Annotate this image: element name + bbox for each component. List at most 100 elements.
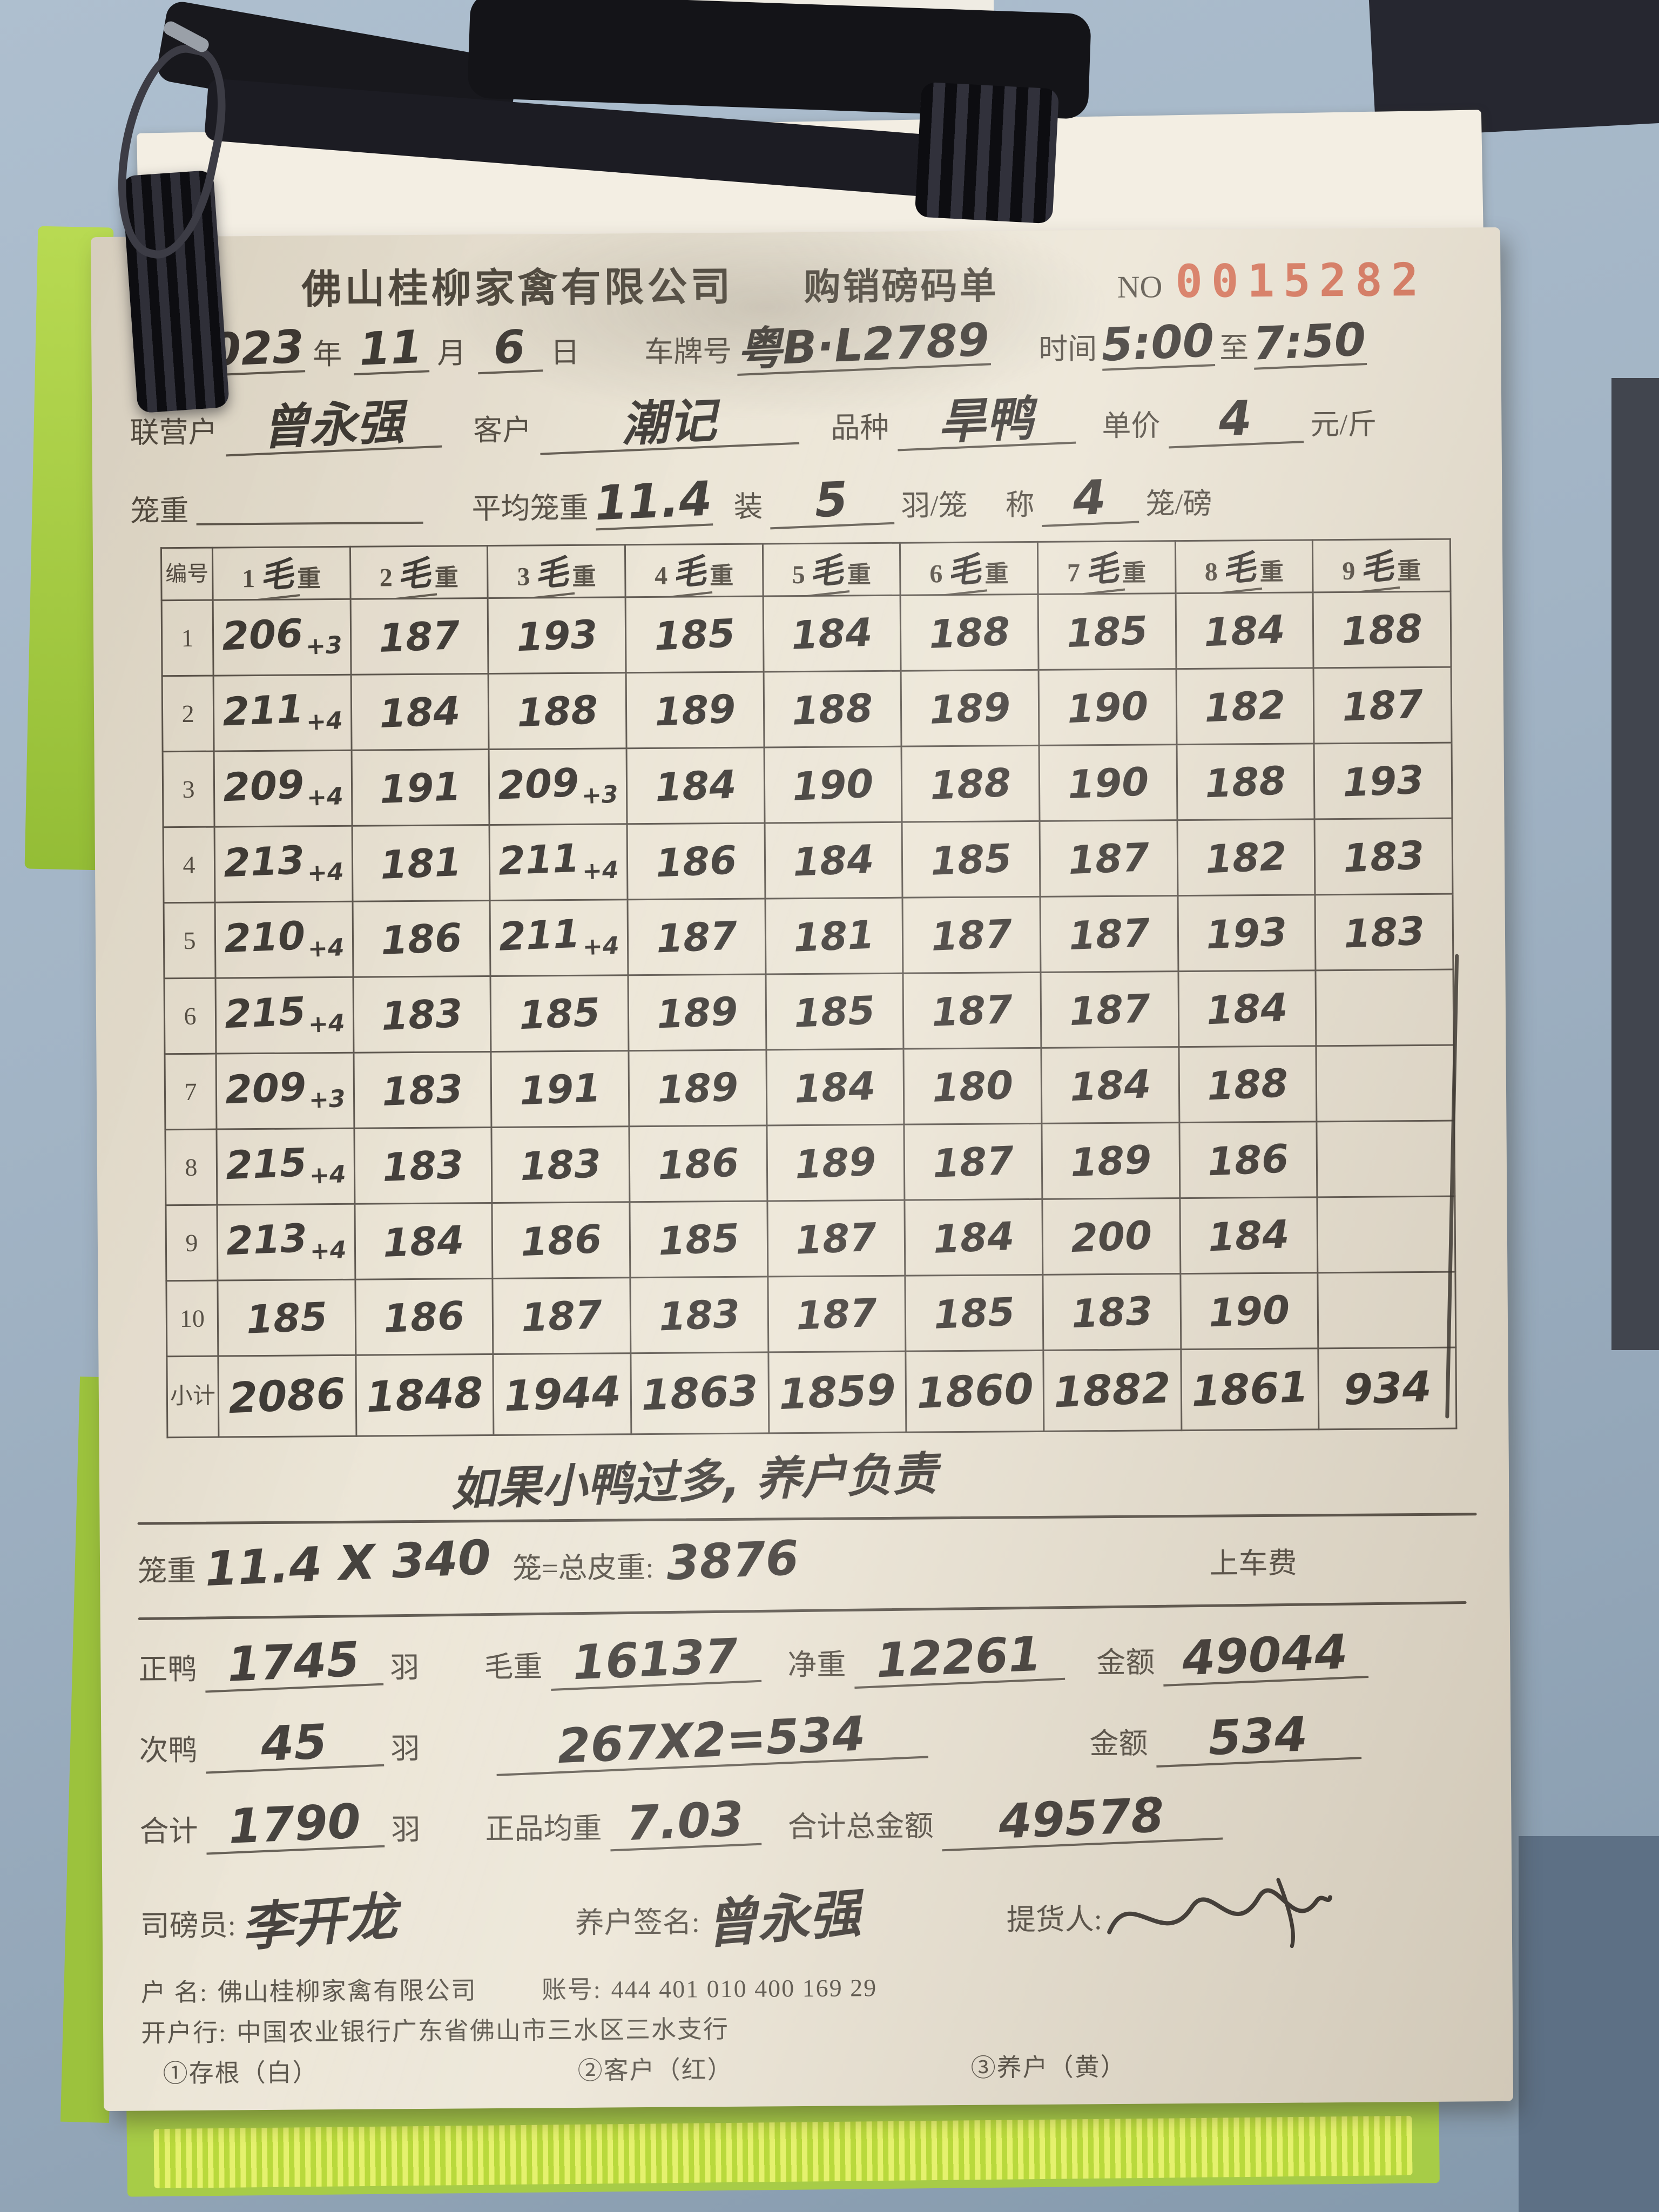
table-cell: 187 (902, 896, 1041, 974)
cell-value: 185 (657, 1215, 740, 1264)
table-cell: 191 (351, 749, 490, 826)
cell-value: 187 (1067, 834, 1150, 883)
table-cell: 184 (905, 1199, 1043, 1276)
avg-cage-label: 平均笼重 (471, 491, 589, 525)
table-cell: 215+4 (215, 977, 354, 1054)
cell-value: 190 (791, 760, 875, 810)
cell-value: 186 (520, 1216, 603, 1265)
table-cell: 183 (354, 1127, 493, 1204)
table-cell: 191 (491, 1050, 629, 1128)
total-unit: 羽 (391, 1813, 421, 1846)
table-cell: 184 (1179, 1197, 1318, 1274)
subtotal-cell: 1863 (630, 1352, 769, 1434)
row-number: 4 (163, 827, 215, 903)
cell-value: 191 (379, 763, 462, 812)
table-column-header: 5毛重 (763, 543, 901, 596)
cell-value: 183 (1342, 832, 1425, 881)
weigh-value: 4 (1040, 469, 1139, 528)
background-dark-edge (1611, 378, 1659, 1350)
net-value: 12261 (852, 1626, 1065, 1689)
extra-duck-count: +4 (307, 1009, 346, 1039)
cell-value: 186 (656, 1139, 740, 1188)
plate-label: 车牌号 (644, 335, 732, 368)
month-label: 月 (437, 337, 467, 370)
subtotal-cell: 934 (1318, 1347, 1456, 1429)
column-weight-char: 重 (847, 562, 871, 589)
cell-value: 183 (381, 1141, 465, 1190)
customer-value: 潮记 (538, 392, 800, 456)
table-cell: 190 (764, 746, 902, 823)
cell-value: 187 (655, 912, 738, 961)
extra-duck-count: +4 (306, 707, 343, 737)
subtotal-cell: 2086 (218, 1355, 356, 1438)
cell-value: 188 (791, 684, 874, 734)
table-cell: 183 (630, 1276, 768, 1353)
cell-value: 183 (1343, 907, 1426, 957)
table-cell: 183 (491, 1126, 630, 1203)
cell-value: 187 (932, 1137, 1015, 1186)
column-type-handwritten: 毛 (940, 542, 988, 596)
subtotal-cell: 1882 (1043, 1349, 1182, 1432)
table-cell: 183 (1315, 894, 1453, 970)
breed-label: 品种 (831, 411, 889, 444)
copy-3-label: ③养户（黄） (970, 2053, 1127, 2082)
table-row: 6 215+4 183 185 189 185 187 187 184 (164, 969, 1454, 1054)
extra-duck-count: +3 (308, 1085, 346, 1115)
total-count: 1790 (204, 1793, 385, 1855)
cell-value: 182 (1203, 682, 1287, 731)
cell-value: 183 (1070, 1287, 1154, 1337)
row-number: 6 (164, 978, 216, 1054)
table-cell (1316, 1045, 1454, 1122)
cell-value: 193 (515, 611, 599, 660)
copy-1-label: ①存根（白） (163, 2059, 319, 2088)
column-type-handwritten: 毛 (389, 545, 437, 599)
load-value: 5 (768, 471, 895, 530)
table-cell: 189 (628, 974, 766, 1051)
cell-value: 1860 (915, 1364, 1035, 1418)
table-cell: 184 (766, 1049, 905, 1125)
table-column-header: 3毛重 (487, 544, 626, 598)
table-cell: 180 (903, 1048, 1042, 1125)
time-from-value: 5:00 (1100, 314, 1215, 372)
plate-value: 粤B·L2789 (735, 313, 991, 376)
table-row: 1 206+3 187 193 185 184 188 185 184 188 (161, 591, 1452, 676)
table-cell: 188 (763, 671, 902, 747)
table-row: 7 209+3 183 191 189 184 180 184 188 (164, 1045, 1454, 1130)
table-column-header: 2毛重 (350, 545, 488, 599)
account-name-value: 佛山桂柳家禽有限公司 (217, 1977, 477, 2006)
cage-calc-label: 笼重 (137, 1554, 197, 1588)
column-number: 5 (792, 560, 805, 590)
table-cell: 185 (625, 596, 764, 673)
table-cell (1317, 1121, 1455, 1197)
table-cell: 211+4 (490, 899, 628, 976)
customer-label: 客户 (473, 414, 532, 447)
loading-fee-label: 上车费 (1209, 1547, 1297, 1580)
account-no-value: 444 401 010 400 169 29 (611, 1974, 878, 2004)
table-cell: 183 (353, 1051, 492, 1129)
serial-no-label: NO (1117, 269, 1163, 305)
cell-value: 184 (932, 1213, 1015, 1262)
cage-weight-label: 笼重 (130, 494, 189, 528)
cell-value: 191 (518, 1064, 602, 1114)
note-text: 如果小鸭过多, 养户负责 (449, 1447, 938, 1516)
column-type-handwritten: 毛 (1215, 539, 1263, 594)
cell-value: 187 (794, 1213, 878, 1263)
table-cell: 190 (1038, 669, 1177, 746)
table-cell: 184 (764, 822, 903, 899)
table-cell: 189 (626, 671, 764, 748)
column-type-handwritten: 毛 (802, 543, 850, 596)
column-number: 1 (241, 564, 255, 594)
day-label: 日 (550, 336, 580, 369)
date-month-value: 11 (352, 320, 430, 376)
cell-value: 181 (379, 839, 463, 888)
column-type-handwritten: 毛 (1077, 541, 1125, 595)
row-number: 10 (166, 1280, 218, 1357)
table-cell: 187 (1040, 895, 1178, 973)
ciya-calc-value: 267X2=534 (494, 1705, 929, 1777)
cell-value: 184 (1203, 606, 1286, 655)
table-cell: 181 (765, 898, 903, 974)
table-column-header: 1毛重 (212, 547, 350, 601)
column-number: 8 (1204, 557, 1218, 586)
table-cell: 193 (1314, 743, 1452, 819)
cell-value: 1944 (502, 1367, 622, 1421)
